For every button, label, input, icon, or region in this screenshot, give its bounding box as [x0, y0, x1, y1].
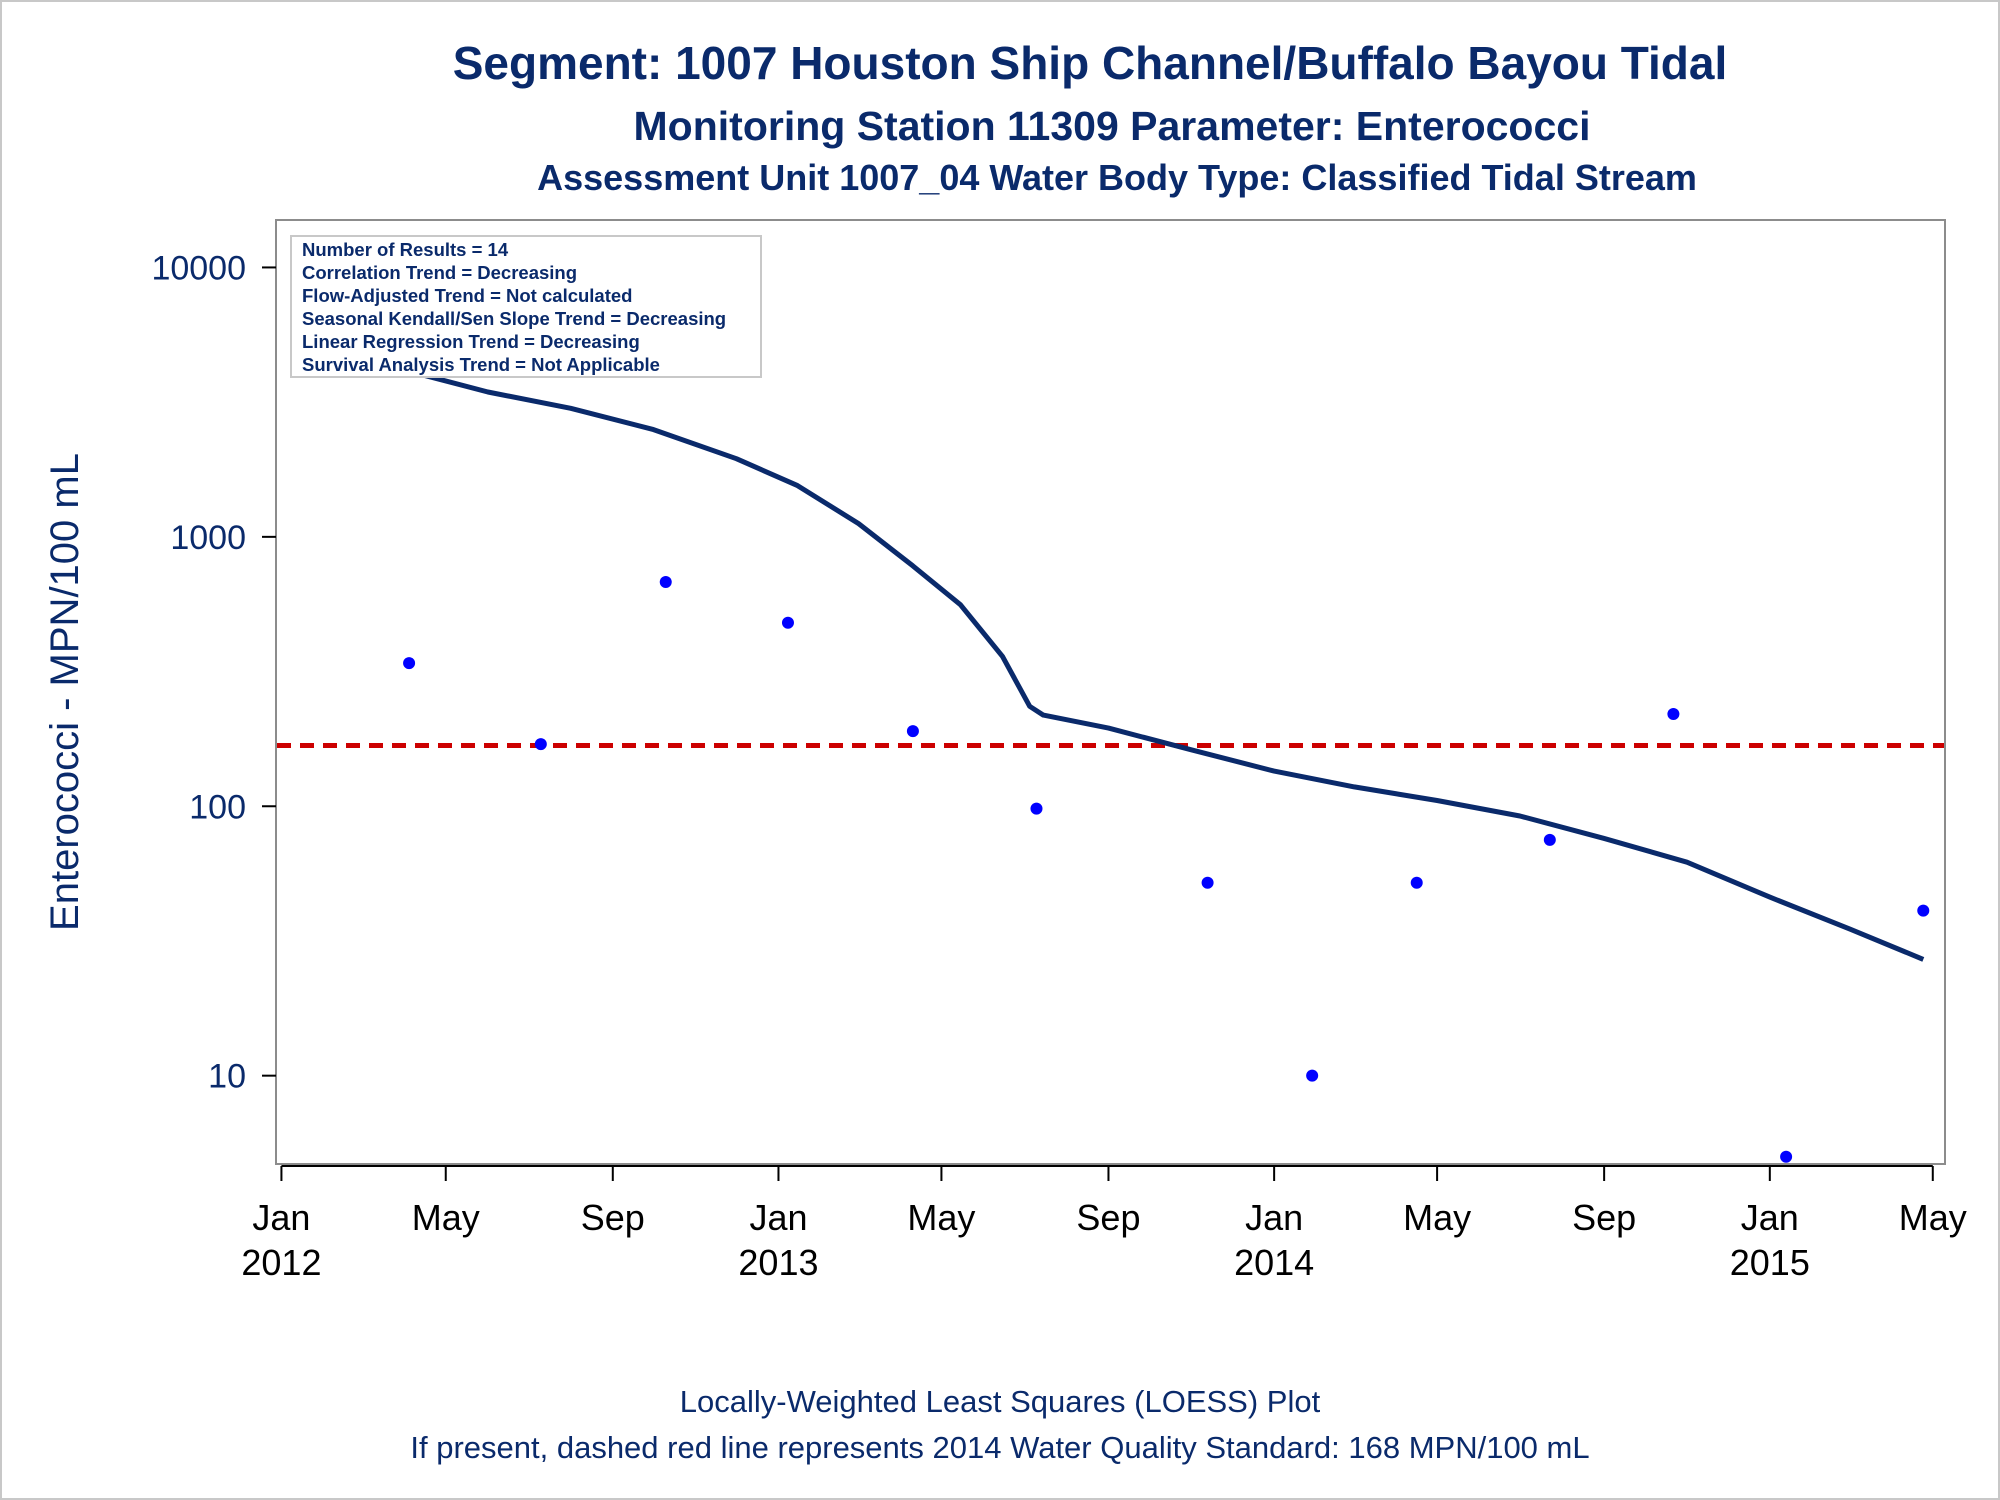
- stats-line: Survival Analysis Trend = Not Applicable: [302, 354, 660, 375]
- y-tick-label: 10: [208, 1058, 246, 1096]
- data-point: [907, 725, 919, 737]
- data-point: [1667, 708, 1679, 720]
- x-tick-month: Jan: [1741, 1197, 1799, 1238]
- data-point: [1780, 1151, 1792, 1163]
- x-tick-month: May: [907, 1197, 975, 1238]
- chart-title: Segment: 1007 Houston Ship Channel/Buffa…: [453, 37, 1728, 89]
- x-tick-month: Sep: [581, 1197, 645, 1238]
- stats-line: Number of Results = 14: [302, 239, 509, 260]
- data-point: [1306, 1070, 1318, 1082]
- footnote-loess: Locally-Weighted Least Squares (LOESS) P…: [680, 1384, 1321, 1419]
- x-tick-month: Sep: [1076, 1197, 1140, 1238]
- chart: Segment: 1007 Houston Ship Channel/Buffa…: [0, 0, 2000, 1500]
- y-axis: 10000 1000 100 10: [151, 249, 276, 1095]
- y-axis-label: Enterococci - MPN/100 mL: [43, 453, 87, 931]
- x-tick-month: Sep: [1572, 1197, 1636, 1238]
- stats-line: Seasonal Kendall/Sen Slope Trend = Decre…: [302, 308, 726, 329]
- data-point: [782, 617, 794, 629]
- x-tick-month: May: [1403, 1197, 1471, 1238]
- x-tick-month: Jan: [1245, 1197, 1303, 1238]
- x-tick-month: May: [412, 1197, 480, 1238]
- x-tick-year: 2012: [241, 1242, 321, 1283]
- x-tick-year: 2015: [1730, 1242, 1810, 1283]
- data-point: [1411, 877, 1423, 889]
- x-tick-year: 2013: [738, 1242, 818, 1283]
- x-tick-month: Jan: [749, 1197, 807, 1238]
- chart-subtitle: Monitoring Station 11309 Parameter: Ente…: [634, 103, 1591, 149]
- x-tick-month: May: [1899, 1197, 1967, 1238]
- data-point: [1544, 834, 1556, 846]
- stats-line: Correlation Trend = Decreasing: [302, 262, 577, 283]
- y-tick-label: 100: [189, 788, 246, 826]
- chart-subtitle-2: Assessment Unit 1007_04 Water Body Type:…: [537, 157, 1697, 198]
- data-point: [660, 576, 672, 588]
- stats-line: Linear Regression Trend = Decreasing: [302, 331, 640, 352]
- data-point: [535, 738, 547, 750]
- data-point: [1202, 877, 1214, 889]
- data-point: [1917, 905, 1929, 917]
- stats-line: Flow-Adjusted Trend = Not calculated: [302, 285, 632, 306]
- y-tick-label: 1000: [170, 519, 246, 557]
- x-tick-month: Jan: [252, 1197, 310, 1238]
- data-point: [1030, 803, 1042, 815]
- footnote-standard: If present, dashed red line represents 2…: [410, 1430, 1589, 1465]
- x-tick-year: 2014: [1234, 1242, 1314, 1283]
- data-point: [403, 657, 415, 669]
- y-tick-label: 10000: [151, 249, 246, 287]
